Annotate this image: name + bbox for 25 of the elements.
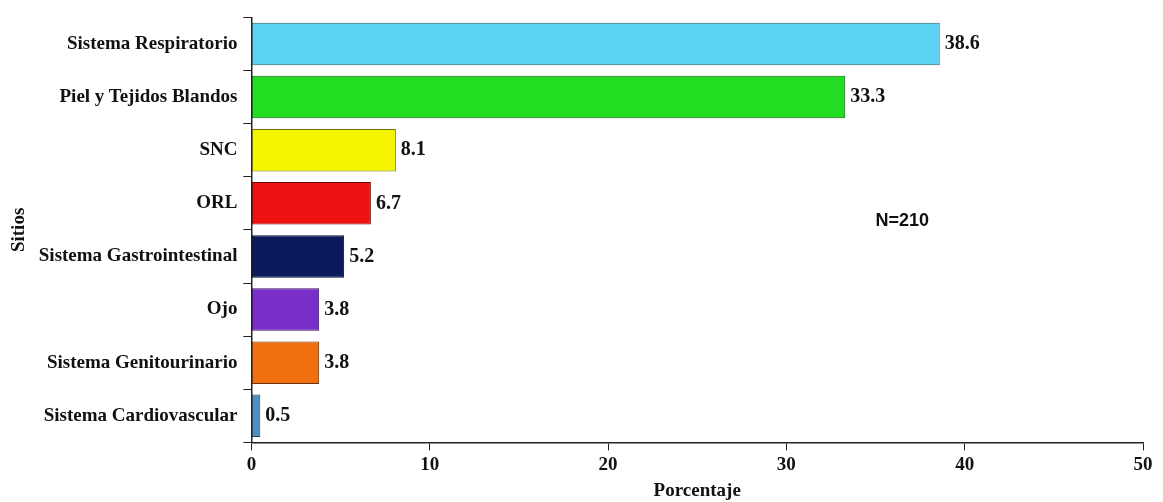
y-axis-title: Sitios: [7, 207, 29, 253]
data-label: 3.8: [324, 349, 350, 372]
x-tick-label: 10: [420, 452, 440, 474]
data-label: 6.7: [375, 190, 401, 213]
y-tick-label: Piel y Tejidos Blandos: [59, 84, 238, 106]
y-tick-label: ORL: [196, 191, 238, 213]
data-label: 5.2: [349, 243, 375, 266]
data-label: 3.8: [324, 296, 350, 319]
x-tick-label: 0: [246, 452, 257, 474]
y-tick-label: Sistema Gastrointestinal: [38, 244, 238, 266]
y-tick-label: Sistema Genitourinario: [46, 350, 238, 372]
y-tick-label: Ojo: [206, 297, 238, 319]
y-tick-label: Sistema Respiratorio: [66, 31, 238, 53]
y-tick-label: SNC: [199, 138, 238, 160]
data-label: 0.5: [265, 403, 291, 426]
x-tick-label: 30: [776, 452, 796, 474]
data-label: 8.1: [400, 137, 426, 160]
x-axis-title: Porcentaje: [653, 478, 741, 500]
annotation: N=210: [875, 210, 930, 231]
data-label: 38.6: [944, 31, 980, 54]
data-label: 33.3: [850, 84, 886, 107]
x-tick-label: 20: [598, 452, 618, 474]
y-tick-label: Sistema Cardiovascular: [43, 403, 238, 425]
x-tick-label: 40: [955, 452, 975, 474]
x-tick-label: 50: [1133, 452, 1153, 474]
